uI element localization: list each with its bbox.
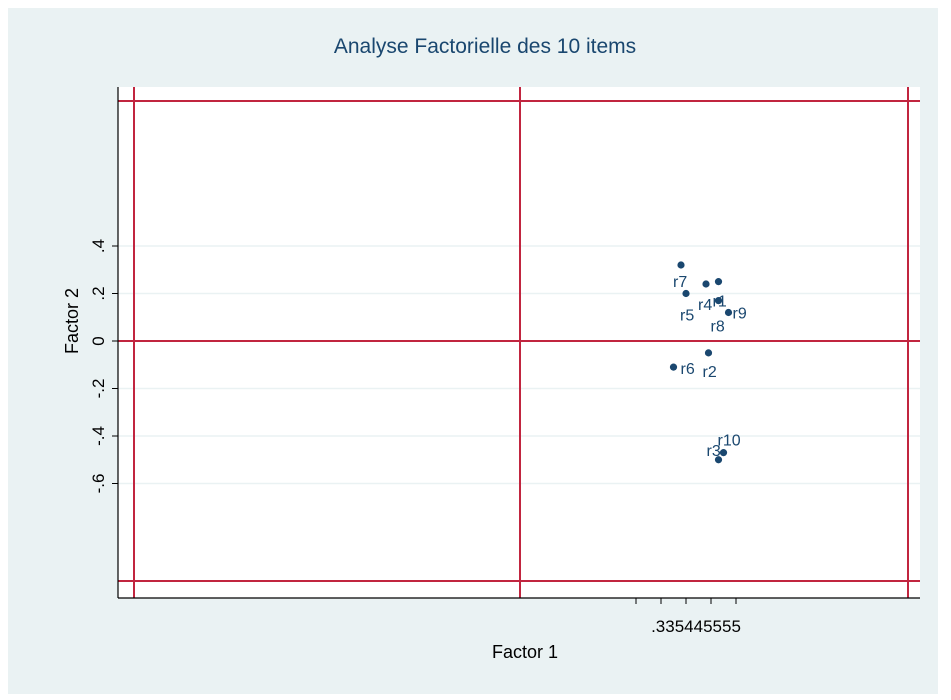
reference-lines xyxy=(118,87,920,598)
scatter-chart: Analyse Factorielle des 10 items -.6-.4-… xyxy=(62,35,920,662)
x-axis-title: Factor 1 xyxy=(492,642,558,662)
point-label-r4: r4 xyxy=(698,297,712,314)
y-tick-label-4: .2 xyxy=(89,286,108,300)
point-r9 xyxy=(724,308,733,317)
y-axis-title: Factor 2 xyxy=(62,288,82,354)
point-r2 xyxy=(704,349,713,357)
y-tick-label-0: -.6 xyxy=(89,474,108,494)
y-tick-label-2: -.2 xyxy=(89,379,108,399)
point-label-r8: r8 xyxy=(711,319,725,336)
y-ticks: -.6 -.4 -.2 0 .2 .4 xyxy=(89,239,118,494)
point-label-r10: r10 xyxy=(718,433,741,450)
point-r6 xyxy=(669,363,678,371)
y-tick-label-3: 0 xyxy=(89,336,108,345)
point-r10 xyxy=(719,449,728,457)
chart-title: Analyse Factorielle des 10 items xyxy=(334,35,636,58)
y-tick-label-5: .4 xyxy=(89,239,108,253)
x-tick-labels-overlapping: .335445555 xyxy=(651,617,741,636)
point-label-r2: r2 xyxy=(703,364,717,381)
point-r8 xyxy=(714,297,723,305)
data-points: r7r5r4r1r8r9r2r6r10r3 xyxy=(669,261,747,464)
point-r1 xyxy=(714,278,723,286)
point-r4 xyxy=(702,280,710,288)
point-r5 xyxy=(682,289,690,298)
point-label-r9: r9 xyxy=(733,306,747,323)
x-ticks xyxy=(635,598,737,604)
point-label-r7: r7 xyxy=(673,274,687,291)
y-tick-label-1: -.4 xyxy=(89,426,108,446)
point-r3 xyxy=(714,456,723,464)
chart-figure: Analyse Factorielle des 10 items -.6 -.4-… xyxy=(8,8,938,694)
axes xyxy=(117,87,920,599)
point-label-r3: r3 xyxy=(707,443,721,460)
point-label-r5: r5 xyxy=(680,308,694,325)
point-r7 xyxy=(677,261,685,269)
point-label-r6: r6 xyxy=(681,361,695,378)
